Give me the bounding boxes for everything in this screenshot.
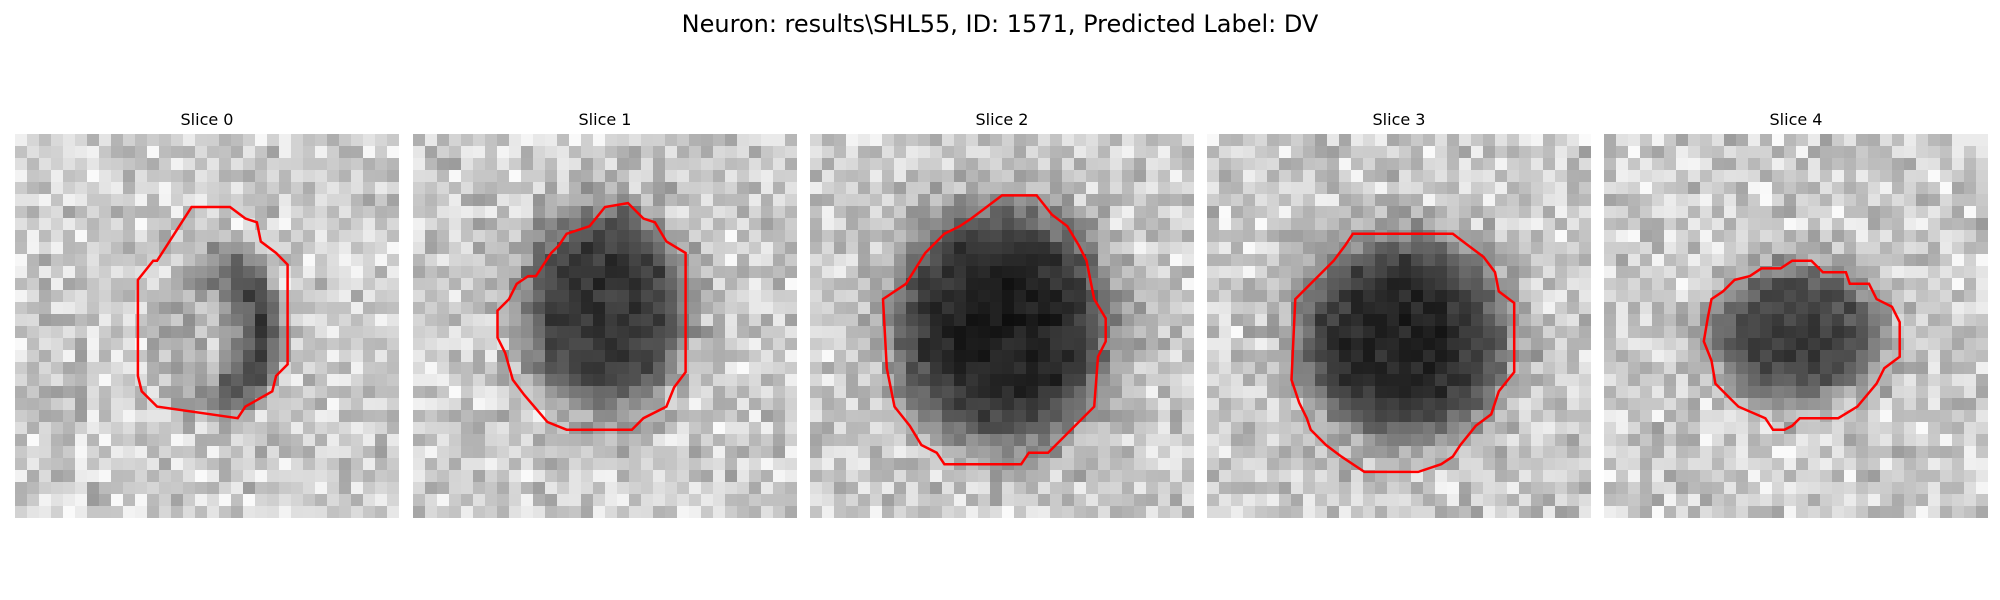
slice-panel-3: Slice 3 bbox=[1207, 108, 1591, 518]
pixel-grid bbox=[810, 134, 1194, 518]
micrograph bbox=[413, 134, 797, 518]
neuron-contour bbox=[496, 201, 687, 431]
slice-title: Slice 2 bbox=[975, 110, 1029, 129]
slice-image bbox=[1604, 134, 1988, 518]
slice-title: Slice 4 bbox=[1769, 110, 1823, 129]
slice-title: Slice 1 bbox=[578, 110, 632, 129]
pixel-grid bbox=[15, 134, 399, 518]
neuron-contour bbox=[1702, 259, 1901, 431]
slice-image bbox=[810, 134, 1194, 518]
neuron-contour bbox=[1290, 232, 1516, 474]
slice-image bbox=[1207, 134, 1591, 518]
figure-title: Neuron: results\SHL55, ID: 1571, Predict… bbox=[681, 10, 1319, 38]
micrograph bbox=[1207, 134, 1591, 518]
slice-image bbox=[413, 134, 797, 518]
neuron-contour bbox=[881, 194, 1107, 466]
slice-image bbox=[15, 134, 399, 518]
micrograph bbox=[1604, 134, 1988, 518]
slice-title: Slice 3 bbox=[1372, 110, 1426, 129]
neuron-contour bbox=[136, 205, 289, 420]
slice-panel-0: Slice 0 bbox=[15, 108, 399, 518]
slice-panel-1: Slice 1 bbox=[413, 108, 797, 518]
micrograph bbox=[15, 134, 399, 518]
slice-panel-2: Slice 2 bbox=[810, 108, 1194, 518]
pixel-grid bbox=[413, 134, 797, 518]
micrograph bbox=[810, 134, 1194, 518]
pixel-grid bbox=[1604, 134, 1988, 518]
pixel-grid bbox=[1207, 134, 1591, 518]
slice-panel-4: Slice 4 bbox=[1604, 108, 1988, 518]
slice-title: Slice 0 bbox=[180, 110, 234, 129]
